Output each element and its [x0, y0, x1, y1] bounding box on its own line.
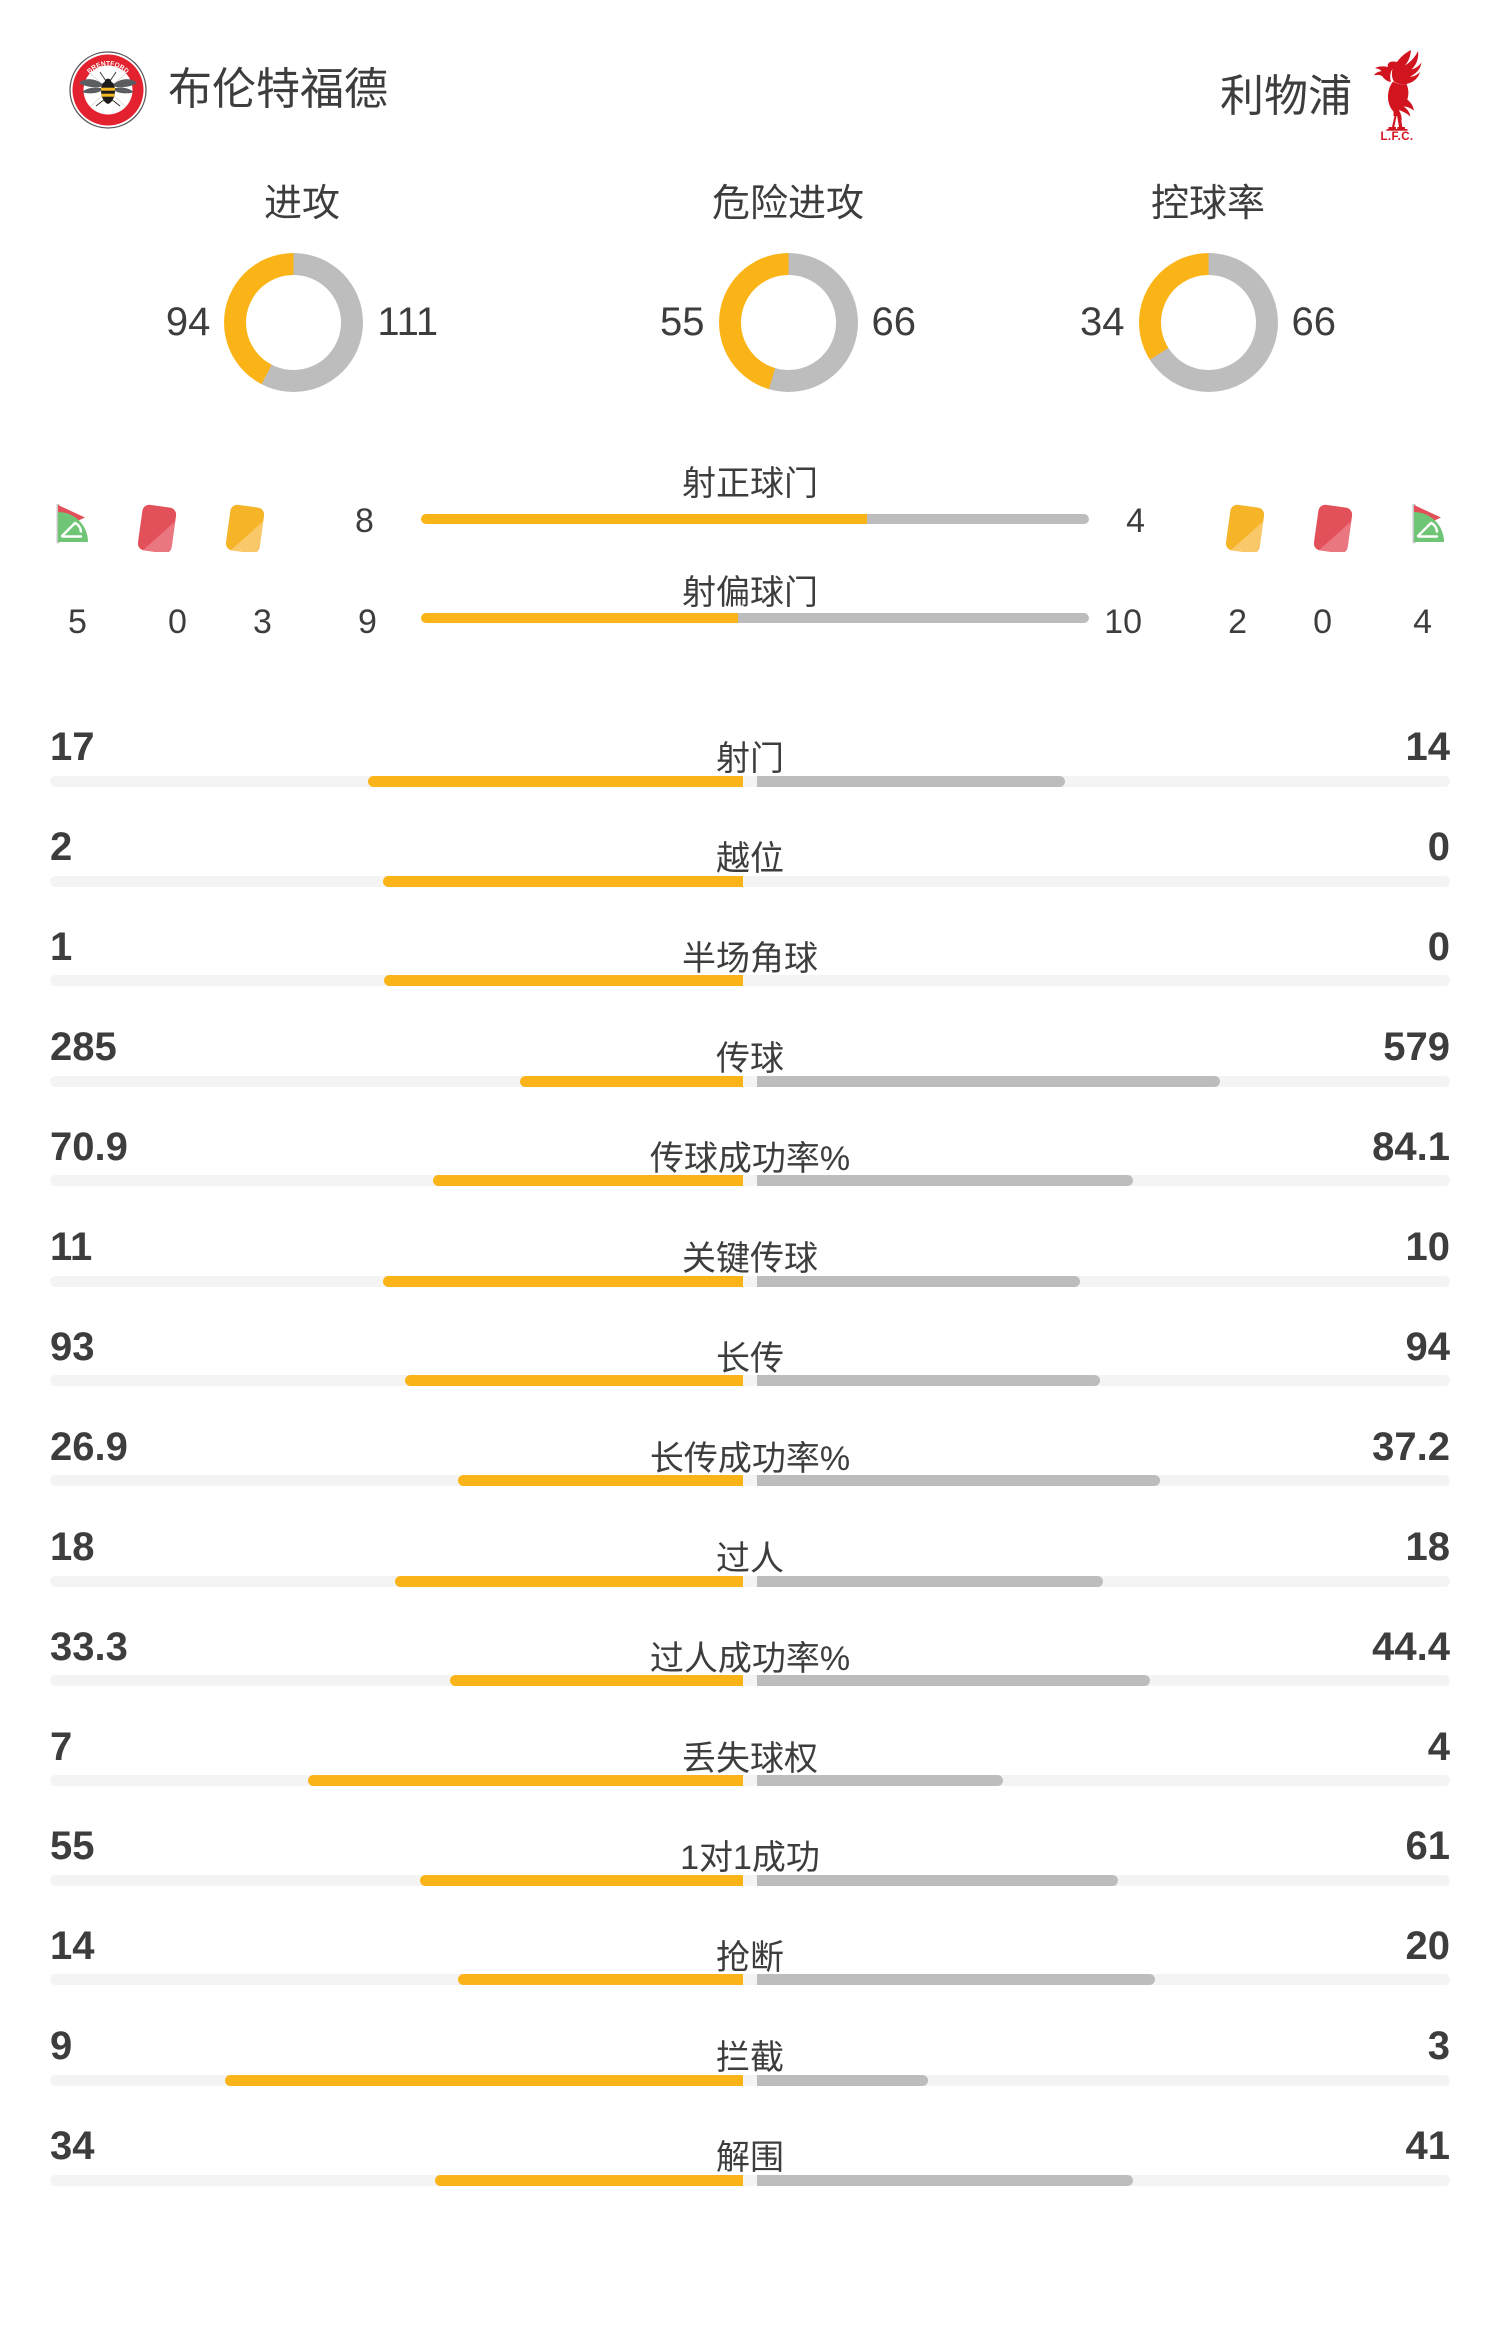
svg-text:L.F.C.: L.F.C. — [1380, 131, 1413, 143]
